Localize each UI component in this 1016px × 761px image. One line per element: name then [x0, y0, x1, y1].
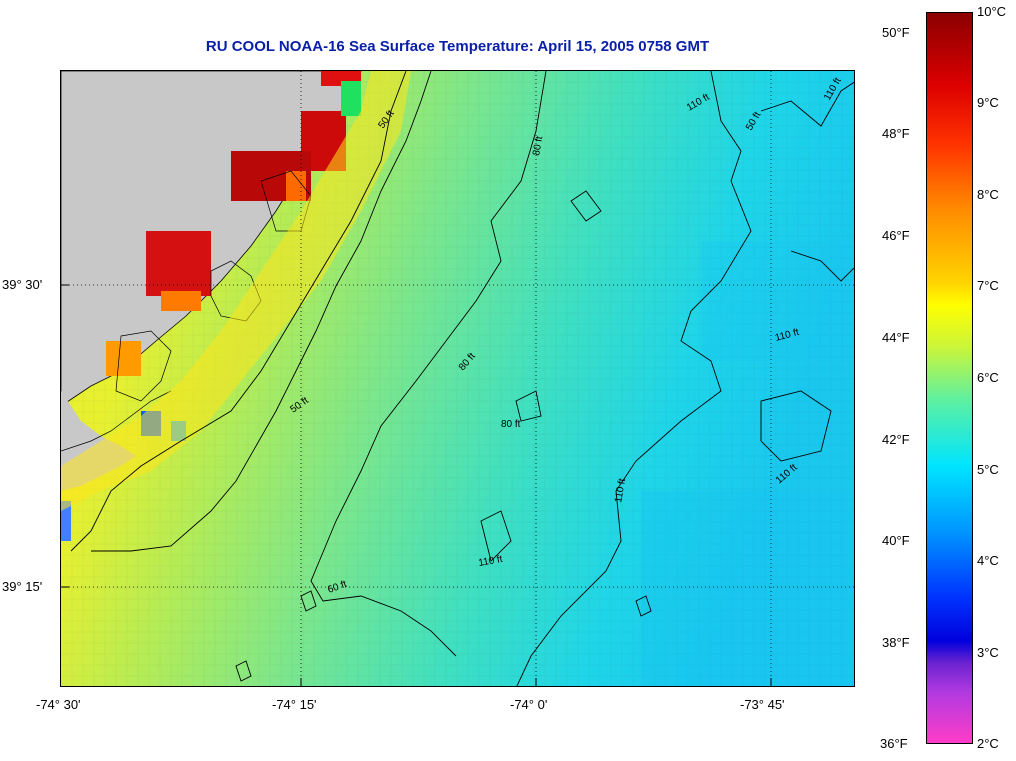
colorbar-label-c: 4°C	[977, 553, 999, 568]
colorbar-label-f: 36°F	[880, 736, 908, 751]
colorbar-label-c: 7°C	[977, 278, 999, 293]
colorbar-label-c: 5°C	[977, 462, 999, 477]
sst-map: 50 ft 50 ft 60 ft 80 ft 80 ft 80 ft 110 …	[60, 70, 855, 687]
lon-label: -74° 30'	[36, 697, 81, 712]
colorbar-label-f: 46°F	[882, 228, 910, 243]
colorbar-label-c: 9°C	[977, 95, 999, 110]
lon-label: -74° 15'	[272, 697, 317, 712]
colorbar-label-c: 10°C	[977, 4, 1007, 19]
lon-label: -73° 45'	[740, 697, 785, 712]
contour-60ft	[91, 71, 432, 552]
contour-80ft	[310, 71, 547, 657]
map-svg: 50 ft 50 ft 60 ft 80 ft 80 ft 80 ft 110 …	[61, 71, 854, 686]
contour-label: 110 ft	[613, 477, 628, 503]
colorbar-label-c: 3°C	[977, 645, 999, 660]
colorbar-label-f: 40°F	[882, 533, 910, 548]
colorbar-label-f: 38°F	[882, 635, 910, 650]
colorbar-label-c: 2°C	[977, 736, 999, 751]
colorbar-label-c: 8°C	[977, 187, 999, 202]
lat-label: 39° 30'	[2, 277, 43, 292]
colorbar-label-f: 48°F	[882, 126, 910, 141]
contour-label: 110 ft	[478, 554, 504, 569]
contour-50ft	[70, 71, 407, 552]
colorbar	[926, 12, 973, 744]
lon-label: -74° 0'	[510, 697, 548, 712]
chart-title: RU COOL NOAA-16 Sea Surface Temperature:…	[205, 38, 710, 55]
contour-110ft	[516, 71, 752, 686]
contour-label: 80 ft	[501, 419, 521, 430]
colorbar-label-f: 50°F	[882, 25, 910, 40]
colorbar-label-f: 42°F	[882, 432, 910, 447]
graticule	[61, 71, 854, 686]
colorbar-label-f: 44°F	[882, 330, 910, 345]
colorbar-label-c: 6°C	[977, 370, 999, 385]
lat-label: 39° 15'	[2, 579, 43, 594]
contour-label: 80 ft	[531, 135, 545, 156]
